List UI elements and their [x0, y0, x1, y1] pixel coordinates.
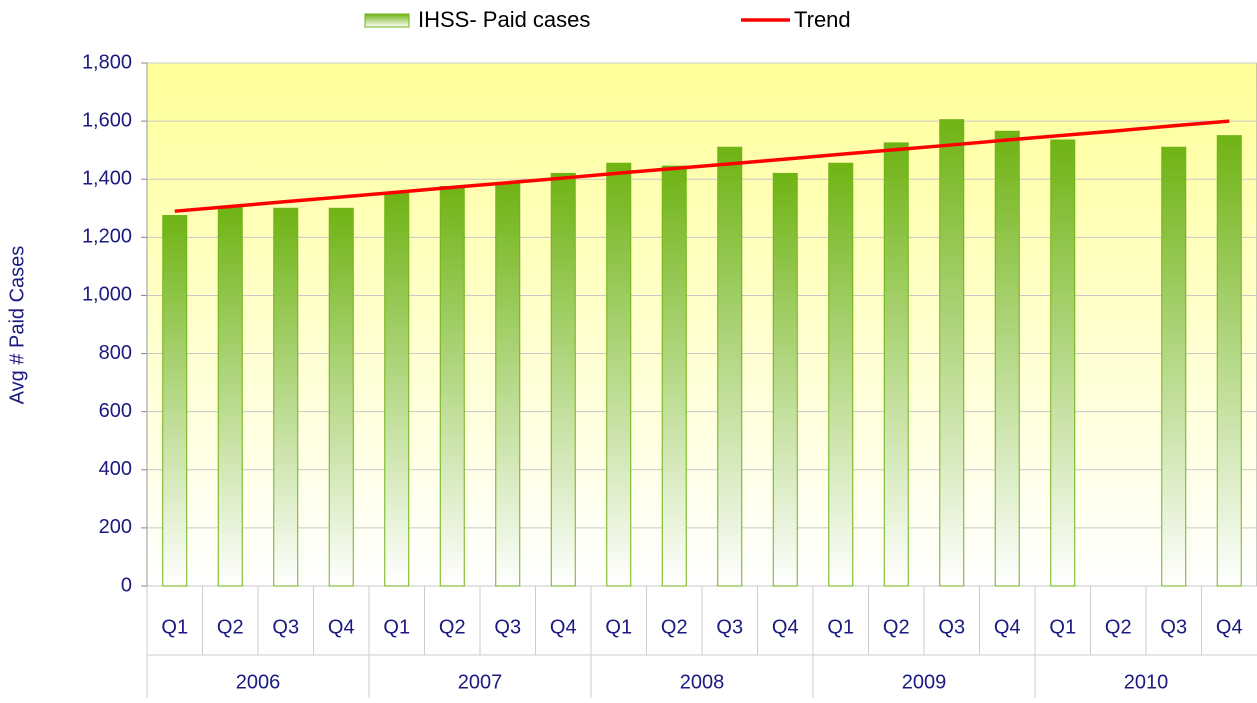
plot-area	[146, 62, 1257, 587]
bar	[1161, 146, 1187, 587]
y-tick-label: 1,600	[82, 109, 132, 131]
y-tick-label: 400	[99, 458, 132, 480]
y-tick-label: 800	[99, 342, 132, 364]
x-tick-label: Q2	[217, 616, 244, 638]
x-group-label: 2010	[1124, 671, 1169, 693]
x-tick-label: Q2	[1105, 616, 1132, 638]
x-group-label: 2009	[902, 671, 947, 693]
bar	[939, 119, 965, 587]
bar	[1050, 139, 1076, 587]
bar	[828, 162, 854, 587]
x-tick-label: Q4	[328, 616, 355, 638]
x-tick-label: Q2	[661, 616, 688, 638]
legend-label: IHSS- Paid cases	[418, 7, 590, 32]
legend-label: Trend	[794, 7, 851, 32]
bar	[772, 172, 798, 587]
x-tick-label: Q1	[827, 616, 854, 638]
x-tick-label: Q3	[272, 616, 299, 638]
y-tick-label: 1,400	[82, 168, 132, 190]
trend-line	[174, 119, 1230, 213]
x-group-label: 2007	[458, 671, 503, 693]
y-tick-label: 1,000	[82, 284, 132, 306]
y-tick-label: 200	[99, 516, 132, 538]
x-group-label: 2008	[680, 671, 725, 693]
x-tick-label: Q1	[1049, 616, 1076, 638]
y-tick-label: 600	[99, 400, 132, 422]
x-tick-label: Q4	[772, 616, 799, 638]
x-tick-label: Q3	[494, 616, 521, 638]
bar	[994, 130, 1020, 587]
y-tick-label: 1,200	[82, 226, 132, 248]
x-tick-label: Q4	[1216, 616, 1243, 638]
x-tick-label: Q4	[994, 616, 1021, 638]
bar	[273, 207, 299, 587]
x-tick-label: Q1	[161, 616, 188, 638]
bar	[495, 183, 521, 587]
bar	[883, 142, 909, 587]
bar	[717, 146, 743, 587]
x-tick-label: Q1	[605, 616, 632, 638]
x-group-label: 2006	[236, 671, 281, 693]
bar	[550, 172, 576, 587]
y-tick-label: 1,800	[82, 51, 132, 73]
bar	[162, 215, 188, 587]
legend-swatch	[364, 13, 410, 28]
bar	[328, 207, 354, 587]
bar	[1216, 135, 1242, 587]
x-tick-label: Q3	[1160, 616, 1187, 638]
x-tick-label: Q2	[883, 616, 910, 638]
bar	[661, 165, 687, 587]
bar	[217, 206, 243, 587]
x-tick-label: Q2	[439, 616, 466, 638]
bar	[384, 191, 410, 587]
bar	[606, 162, 632, 587]
y-tick-label: 0	[121, 574, 132, 596]
x-tick-label: Q3	[716, 616, 743, 638]
y-axis-label: Avg # Paid Cases	[6, 246, 28, 405]
bar	[439, 185, 465, 587]
x-tick-label: Q3	[938, 616, 965, 638]
x-tick-label: Q1	[383, 616, 410, 638]
x-tick-label: Q4	[550, 616, 577, 638]
